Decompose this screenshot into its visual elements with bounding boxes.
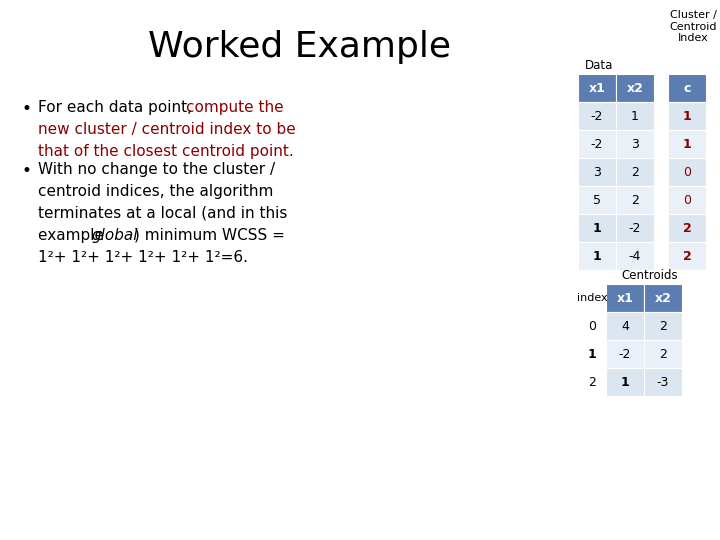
FancyBboxPatch shape — [606, 312, 644, 340]
Text: -2: -2 — [591, 110, 603, 123]
FancyBboxPatch shape — [644, 368, 682, 396]
Text: centroid indices, the algorithm: centroid indices, the algorithm — [38, 184, 274, 199]
FancyBboxPatch shape — [668, 74, 706, 102]
FancyBboxPatch shape — [616, 214, 654, 242]
Text: global: global — [92, 228, 138, 243]
Text: c: c — [683, 82, 690, 94]
FancyBboxPatch shape — [668, 130, 706, 158]
Text: 0: 0 — [683, 193, 691, 206]
Text: 3: 3 — [631, 138, 639, 151]
Text: 1: 1 — [683, 138, 691, 151]
Text: Cluster /
Centroid
Index: Cluster / Centroid Index — [670, 10, 716, 43]
FancyBboxPatch shape — [668, 186, 706, 214]
FancyBboxPatch shape — [644, 284, 682, 312]
Text: 2: 2 — [588, 375, 596, 388]
Text: index: index — [577, 293, 607, 303]
FancyBboxPatch shape — [644, 312, 682, 340]
FancyBboxPatch shape — [668, 158, 706, 186]
Text: new cluster / centroid index to be: new cluster / centroid index to be — [38, 122, 296, 137]
Text: 1: 1 — [588, 348, 596, 361]
FancyBboxPatch shape — [616, 158, 654, 186]
FancyBboxPatch shape — [578, 74, 616, 102]
FancyBboxPatch shape — [578, 158, 616, 186]
Text: x2: x2 — [626, 82, 644, 94]
Text: With no change to the cluster /: With no change to the cluster / — [38, 162, 275, 177]
FancyBboxPatch shape — [616, 186, 654, 214]
Text: that of the closest centroid point.: that of the closest centroid point. — [38, 144, 294, 159]
Text: 4: 4 — [621, 320, 629, 333]
Text: -2: -2 — [591, 138, 603, 151]
Text: 0: 0 — [588, 320, 596, 333]
FancyBboxPatch shape — [578, 186, 616, 214]
Text: terminates at a local (and in this: terminates at a local (and in this — [38, 206, 287, 221]
Text: 5: 5 — [593, 193, 601, 206]
Text: 2: 2 — [659, 348, 667, 361]
Text: 1: 1 — [631, 110, 639, 123]
Text: 1: 1 — [683, 110, 691, 123]
Text: 2: 2 — [683, 221, 691, 234]
FancyBboxPatch shape — [578, 242, 616, 270]
FancyBboxPatch shape — [616, 74, 654, 102]
FancyBboxPatch shape — [668, 214, 706, 242]
Text: x2: x2 — [654, 292, 672, 305]
Text: 3: 3 — [593, 165, 601, 179]
FancyBboxPatch shape — [668, 242, 706, 270]
Text: -2: -2 — [618, 348, 631, 361]
Text: 0: 0 — [683, 165, 691, 179]
Text: -2: -2 — [629, 221, 642, 234]
Text: •: • — [22, 162, 32, 180]
Text: 2: 2 — [631, 193, 639, 206]
Text: x1: x1 — [588, 82, 606, 94]
FancyBboxPatch shape — [606, 368, 644, 396]
FancyBboxPatch shape — [578, 214, 616, 242]
FancyBboxPatch shape — [578, 102, 616, 130]
Text: 1: 1 — [593, 221, 601, 234]
Text: Data: Data — [585, 59, 613, 72]
FancyBboxPatch shape — [606, 284, 644, 312]
Text: 1: 1 — [593, 249, 601, 262]
FancyBboxPatch shape — [668, 102, 706, 130]
Text: -4: -4 — [629, 249, 642, 262]
Text: compute the: compute the — [186, 100, 284, 115]
FancyBboxPatch shape — [644, 340, 682, 368]
Text: 2: 2 — [631, 165, 639, 179]
FancyBboxPatch shape — [616, 102, 654, 130]
Text: For each data point,: For each data point, — [38, 100, 197, 115]
Text: 2: 2 — [659, 320, 667, 333]
FancyBboxPatch shape — [616, 242, 654, 270]
Text: 1²+ 1²+ 1²+ 1²+ 1²+ 1²=6.: 1²+ 1²+ 1²+ 1²+ 1²+ 1²=6. — [38, 250, 248, 265]
Text: Worked Example: Worked Example — [148, 30, 451, 64]
Text: •: • — [22, 100, 32, 118]
Text: 2: 2 — [683, 249, 691, 262]
Text: -3: -3 — [657, 375, 669, 388]
FancyBboxPatch shape — [578, 130, 616, 158]
FancyBboxPatch shape — [606, 340, 644, 368]
Text: x1: x1 — [616, 292, 634, 305]
Text: Centroids: Centroids — [621, 269, 678, 282]
Text: example: example — [38, 228, 109, 243]
Text: 1: 1 — [621, 375, 629, 388]
FancyBboxPatch shape — [616, 130, 654, 158]
Text: ) minimum WCSS =: ) minimum WCSS = — [134, 228, 285, 243]
